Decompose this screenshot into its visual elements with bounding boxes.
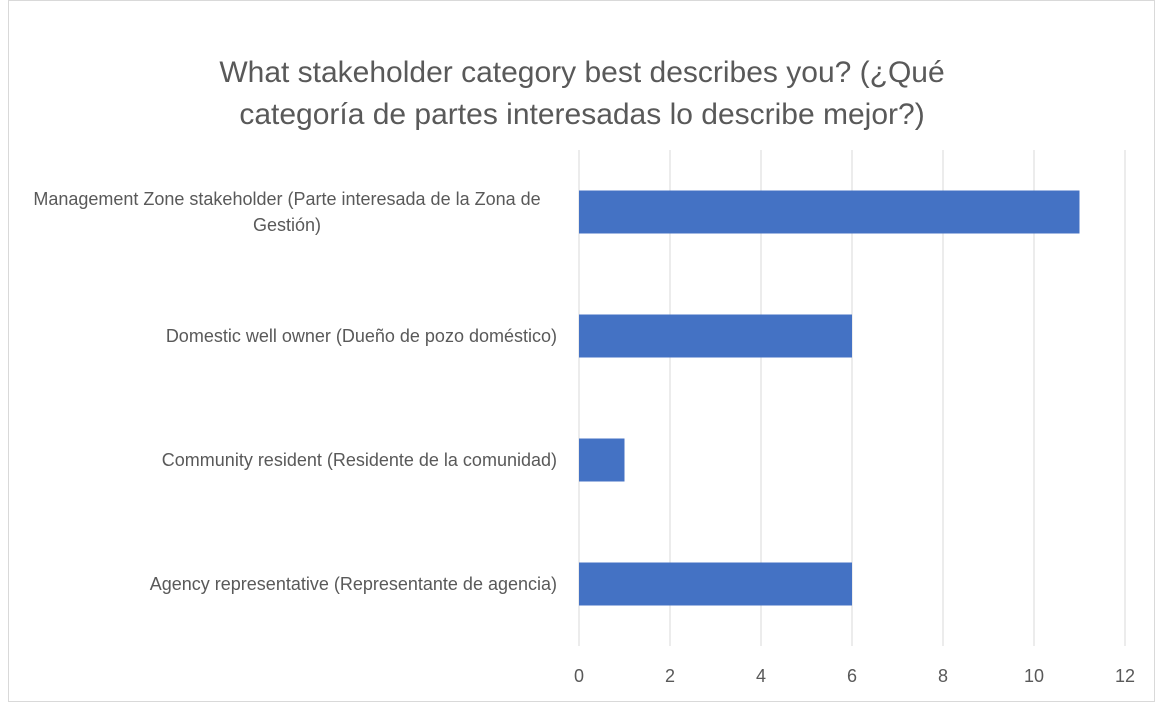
x-tick-label: 6 (847, 666, 857, 686)
y-tick-label-box: Community resident (Residente de la comu… (0, 447, 557, 473)
y-tick-label-box: Management Zone stakeholder (Parte inter… (0, 186, 557, 238)
y-tick-label: Community resident (Residente de la comu… (161, 450, 557, 470)
bar (579, 190, 1080, 234)
bar (579, 314, 852, 358)
bar (579, 438, 625, 482)
x-tick-label: 12 (1115, 666, 1135, 686)
chart-border (8, 0, 1155, 702)
x-tick-label: 8 (938, 666, 948, 686)
y-tick-label: Agency representative (Representante de … (149, 574, 557, 594)
x-tick-label: 10 (1024, 666, 1044, 686)
x-tick-label: 0 (574, 666, 584, 686)
bar (579, 562, 852, 606)
x-tick-label: 2 (665, 666, 675, 686)
x-tick-label: 4 (756, 666, 766, 686)
chart-title: What stakeholder category best describes… (219, 56, 945, 131)
y-tick-label-box: Domestic well owner (Dueño de pozo domés… (0, 323, 557, 349)
y-tick-label-box: Agency representative (Representante de … (0, 571, 557, 597)
y-tick-label: Domestic well owner (Dueño de pozo domés… (165, 326, 557, 346)
y-tick-label: Management Zone stakeholder (Parte inter… (33, 189, 541, 235)
